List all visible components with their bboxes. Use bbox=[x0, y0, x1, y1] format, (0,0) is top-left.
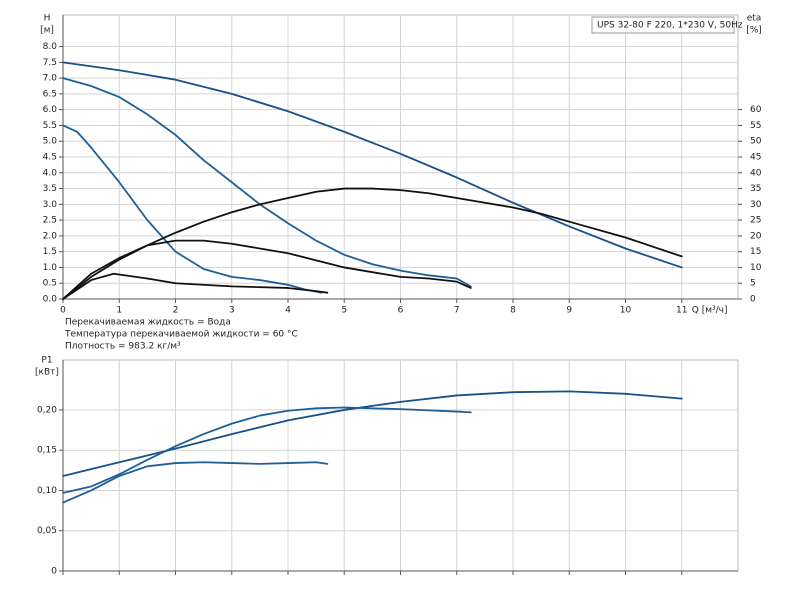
x-tick-label: 4 bbox=[285, 306, 291, 316]
y2-tick-label: 15 bbox=[750, 247, 761, 257]
y-tick-label: 2.5 bbox=[43, 216, 57, 226]
y-tick-label: 6.0 bbox=[43, 105, 58, 115]
y-tick-label: 0,15 bbox=[37, 446, 57, 456]
y-tick-label: 6.5 bbox=[43, 89, 57, 99]
x-tick-label: 1 bbox=[116, 306, 122, 316]
y2-tick-label: 25 bbox=[750, 216, 761, 226]
y2-tick-label: 60 bbox=[750, 105, 762, 115]
annotation: Перекачиваемая жидкость = Вода bbox=[65, 318, 231, 328]
x-tick-label: 7 bbox=[454, 306, 460, 316]
y2-axis-unit: [%] bbox=[746, 26, 762, 36]
series-line bbox=[62, 239, 472, 300]
chart-title: UPS 32-80 F 220, 1*230 V, 50Hz bbox=[597, 21, 743, 31]
x-tick-label: 9 bbox=[566, 306, 572, 316]
series-line bbox=[62, 406, 472, 494]
y-tick-label: 4.5 bbox=[43, 153, 57, 163]
x-tick-label: 8 bbox=[510, 306, 516, 316]
x-tick-label: 2 bbox=[173, 306, 179, 316]
x-tick-label: 10 bbox=[620, 306, 632, 316]
series-line bbox=[62, 461, 329, 504]
y-tick-label: 7.5 bbox=[43, 58, 57, 68]
y-tick-label: 0,10 bbox=[37, 486, 57, 496]
series-line bbox=[62, 390, 683, 477]
y-tick-label: 8.0 bbox=[43, 42, 58, 52]
y-tick-label: 5.5 bbox=[43, 121, 57, 131]
y-tick-label: 0.0 bbox=[43, 295, 58, 305]
y2-tick-label: 35 bbox=[750, 184, 761, 194]
series-line bbox=[62, 61, 683, 269]
y2-tick-label: 40 bbox=[750, 168, 762, 178]
y2-tick-label: 30 bbox=[750, 200, 762, 210]
series-line bbox=[62, 187, 683, 300]
y2-tick-label: 0 bbox=[750, 295, 756, 305]
annotation: Температура перекачиваемой жидкости = 60… bbox=[64, 330, 298, 340]
y2-tick-label: 5 bbox=[750, 279, 756, 289]
x-axis-label: Q [м³/ч] bbox=[692, 306, 728, 316]
y-tick-label: 3.5 bbox=[43, 184, 57, 194]
y-axis-unit: [м] bbox=[40, 26, 54, 36]
y-tick-label: 5.0 bbox=[43, 137, 58, 147]
y-axis-label: P1 bbox=[41, 356, 52, 366]
series-line bbox=[62, 124, 323, 294]
x-tick-label: 3 bbox=[229, 306, 235, 316]
y-tick-label: 1.5 bbox=[43, 247, 57, 257]
y-tick-label: 4.0 bbox=[43, 168, 58, 178]
y2-tick-label: 50 bbox=[750, 137, 762, 147]
y-tick-label: 1.0 bbox=[43, 263, 58, 273]
series-line bbox=[62, 77, 472, 288]
y-tick-label: 0 bbox=[51, 567, 57, 577]
y2-tick-label: 55 bbox=[750, 121, 761, 131]
x-tick-label: 5 bbox=[341, 306, 347, 316]
y2-tick-label: 20 bbox=[750, 231, 762, 241]
y-tick-label: 0,05 bbox=[37, 526, 57, 536]
y2-tick-label: 10 bbox=[750, 263, 762, 273]
y-tick-label: 7.0 bbox=[43, 74, 58, 84]
y-tick-label: 0.5 bbox=[43, 279, 57, 289]
y-tick-label: 2.0 bbox=[43, 231, 58, 241]
y-axis-unit: [кВт] bbox=[35, 368, 59, 378]
series-line bbox=[62, 272, 329, 300]
x-tick-label: 0 bbox=[60, 306, 66, 316]
x-tick-label: 6 bbox=[398, 306, 404, 316]
annotation: Плотность = 983.2 кг/м³ bbox=[65, 342, 181, 352]
title-box bbox=[591, 16, 735, 34]
y-axis-label: H bbox=[44, 14, 51, 24]
y-tick-label: 0,20 bbox=[37, 405, 57, 415]
y-tick-label: 3.0 bbox=[43, 200, 58, 210]
y2-axis-label: eta bbox=[747, 14, 762, 24]
x-tick-label: 11 bbox=[676, 306, 687, 316]
y2-tick-label: 45 bbox=[750, 153, 761, 163]
